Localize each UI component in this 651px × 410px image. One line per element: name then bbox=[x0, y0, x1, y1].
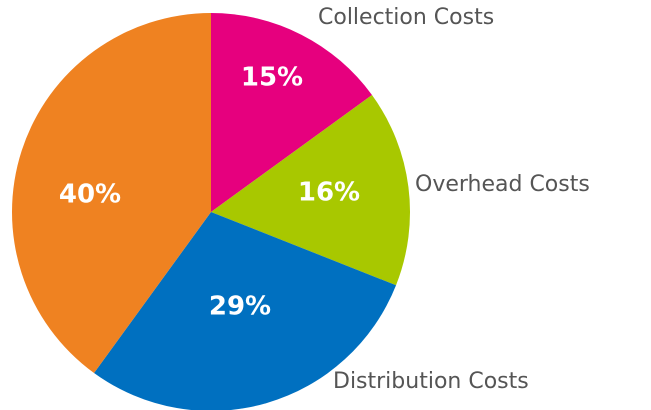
category-label: Collection Costs bbox=[318, 5, 494, 30]
category-label: Distribution Costs bbox=[333, 369, 529, 394]
pie-slice bbox=[211, 13, 372, 212]
value-label: 15% bbox=[241, 63, 303, 93]
value-label: 29% bbox=[209, 292, 271, 322]
pie-slice bbox=[11, 13, 211, 373]
pie-slice bbox=[211, 95, 410, 286]
pie-slice bbox=[94, 212, 397, 410]
value-label: 40% bbox=[59, 180, 121, 210]
value-label: 16% bbox=[298, 178, 360, 208]
category-label: Overhead Costs bbox=[415, 172, 590, 197]
